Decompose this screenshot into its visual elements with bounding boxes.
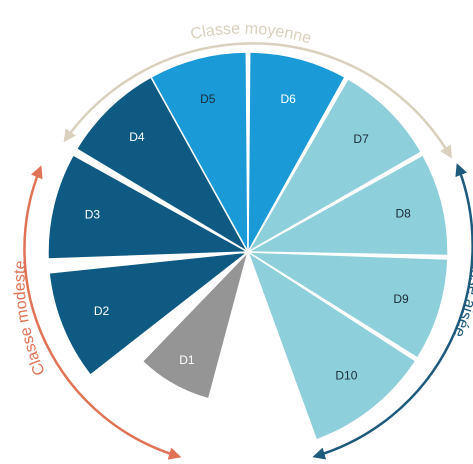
decile-label-d4: D4	[129, 130, 145, 144]
decile-slices	[47, 51, 449, 441]
decile-label-d10: D10	[335, 369, 357, 383]
decile-label-d3: D3	[85, 208, 101, 222]
modeste-label: Classe modeste	[12, 260, 49, 378]
decile-label-d7: D7	[353, 132, 369, 146]
decile-label-d6: D6	[281, 92, 297, 106]
moyenne-arc-arrow	[63, 42, 452, 159]
decile-label-d1: D1	[179, 353, 195, 367]
decile-label-d8: D8	[396, 206, 412, 220]
decile-label-d5: D5	[200, 92, 216, 106]
aisee-label: Classe aisée	[449, 245, 473, 339]
modeste-arc-arrow	[23, 165, 182, 460]
aisee-arc-arrow	[312, 163, 473, 460]
decile-label-d9: D9	[393, 292, 409, 306]
decile-label-d2: D2	[94, 304, 110, 318]
